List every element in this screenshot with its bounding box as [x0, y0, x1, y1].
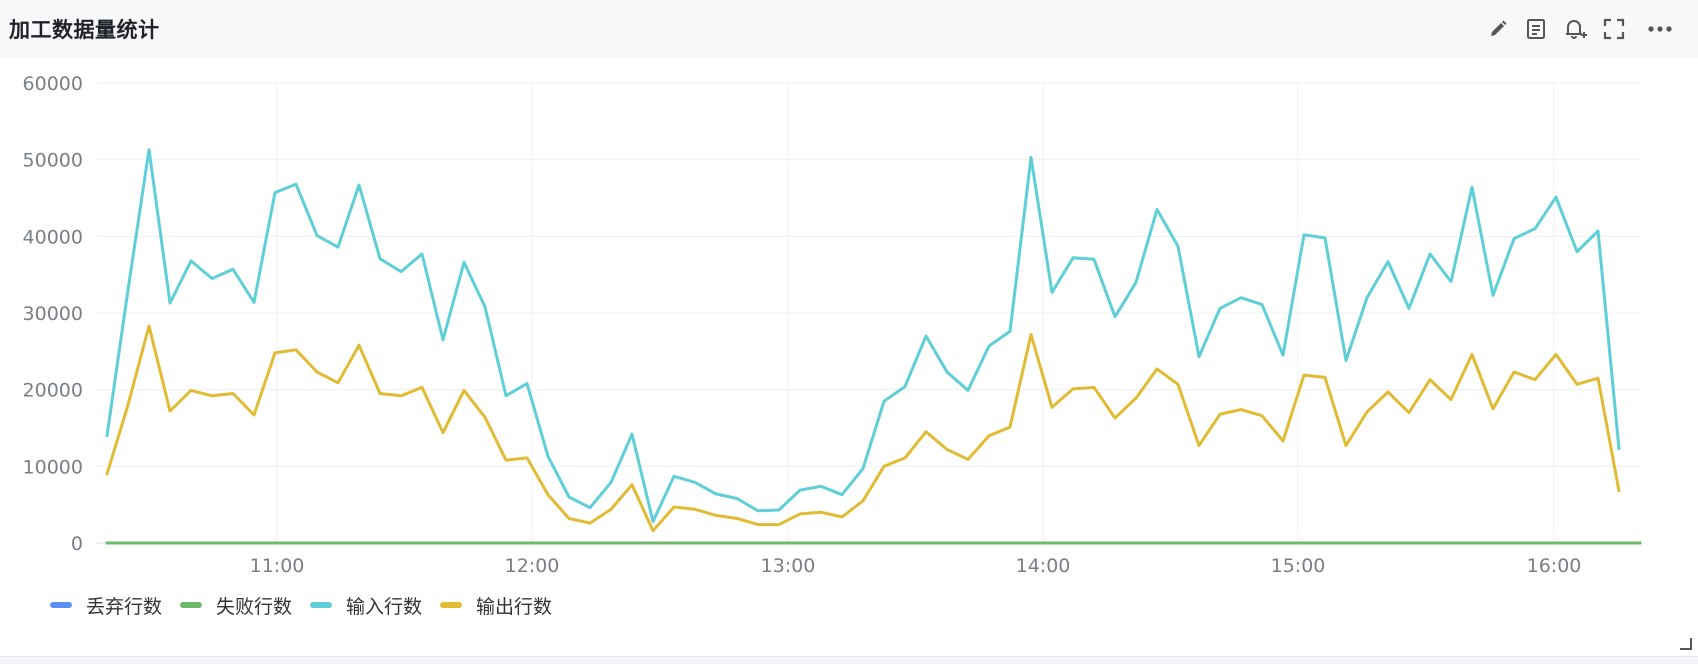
document-icon[interactable] [1522, 15, 1550, 43]
panel-header: 加工数据量统计 [0, 0, 1698, 58]
x-tick-label: 15:00 [1271, 555, 1326, 577]
legend-label: 输出行数 [476, 595, 553, 618]
fullscreen-icon[interactable] [1600, 15, 1628, 43]
line-chart: 0 10000 20000 30000 40000 50000 60000 11:00 12:0… [23, 73, 1642, 577]
legend-item[interactable]: 失败行数 [180, 592, 292, 619]
legend-swatch [50, 602, 72, 608]
legend-item[interactable]: 丢弃行数 [50, 592, 162, 619]
legend-item[interactable]: 输入行数 [310, 592, 422, 619]
legend-label: 丢弃行数 [86, 595, 163, 618]
y-tick-label: 60000 [23, 73, 83, 95]
x-tick-label: 13:00 [761, 555, 816, 577]
bell-add-icon[interactable] [1561, 15, 1589, 43]
y-tick-label: 50000 [23, 150, 83, 172]
series-line-3 [105, 324, 1621, 533]
y-tick-label: 0 [71, 533, 83, 555]
x-tick-label: 11:00 [250, 555, 305, 577]
legend-swatch [310, 602, 333, 608]
legend-label: 输入行数 [346, 595, 423, 618]
x-tick-label: 14:00 [1016, 555, 1071, 577]
legend-swatch [180, 602, 203, 608]
series-lines [105, 148, 1642, 545]
more-icon[interactable] [1646, 15, 1674, 43]
y-tick-label: 40000 [23, 226, 83, 248]
y-tick-label: 20000 [23, 380, 83, 402]
panel-title: 加工数据量统计 [9, 18, 160, 42]
y-tick-label: 30000 [23, 303, 83, 325]
series-line-2 [105, 148, 1621, 523]
legend-label: 失败行数 [216, 595, 293, 618]
axes: 0 10000 20000 30000 40000 50000 60000 11:00 12:0… [23, 73, 1582, 577]
edit-icon[interactable] [1484, 15, 1512, 43]
y-tick-label: 10000 [23, 456, 83, 478]
x-tick-label: 12:00 [505, 555, 560, 577]
legend-swatch [440, 602, 463, 608]
grid-lines [97, 82, 1640, 544]
chart-legend: 丢弃行数 失败行数 输入行数 输出行数 [50, 592, 570, 618]
x-tick-label: 16:00 [1527, 555, 1582, 577]
resize-handle[interactable] [1680, 638, 1692, 650]
legend-item[interactable]: 输出行数 [440, 592, 552, 619]
